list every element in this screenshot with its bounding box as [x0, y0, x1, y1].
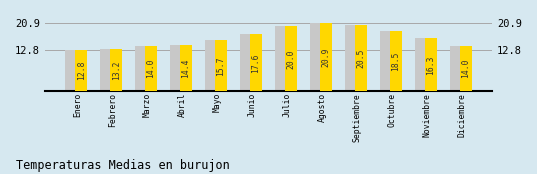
Bar — [285, 26, 297, 92]
Bar — [380, 31, 392, 92]
Bar — [320, 23, 332, 92]
Text: 14.0: 14.0 — [147, 59, 156, 78]
Text: 14.4: 14.4 — [182, 58, 191, 78]
Bar — [240, 34, 252, 92]
Text: 13.2: 13.2 — [112, 60, 121, 80]
Bar — [390, 31, 402, 92]
Bar — [65, 50, 77, 92]
Text: 16.3: 16.3 — [426, 55, 435, 75]
Bar — [75, 50, 87, 92]
Bar — [250, 34, 262, 92]
Bar — [354, 25, 367, 92]
Bar — [145, 46, 157, 92]
Text: 20.0: 20.0 — [286, 49, 295, 69]
Text: 14.0: 14.0 — [461, 59, 470, 78]
Bar — [345, 25, 357, 92]
Text: 20.5: 20.5 — [357, 48, 365, 68]
Bar — [415, 38, 427, 92]
Bar — [215, 40, 227, 92]
Text: 20.9: 20.9 — [321, 48, 330, 67]
Bar — [310, 23, 322, 92]
Text: 15.7: 15.7 — [216, 56, 226, 76]
Text: 17.6: 17.6 — [251, 53, 260, 73]
Text: 12.8: 12.8 — [77, 61, 85, 80]
Bar — [135, 46, 147, 92]
Text: 18.5: 18.5 — [391, 52, 400, 71]
Bar — [100, 49, 112, 92]
Bar — [110, 49, 122, 92]
Bar — [450, 46, 462, 92]
Bar — [425, 38, 437, 92]
Bar — [205, 40, 217, 92]
Bar — [275, 26, 287, 92]
Bar — [170, 45, 183, 92]
Text: Temperaturas Medias en burujon: Temperaturas Medias en burujon — [16, 159, 230, 172]
Bar — [460, 46, 472, 92]
Bar — [180, 45, 192, 92]
